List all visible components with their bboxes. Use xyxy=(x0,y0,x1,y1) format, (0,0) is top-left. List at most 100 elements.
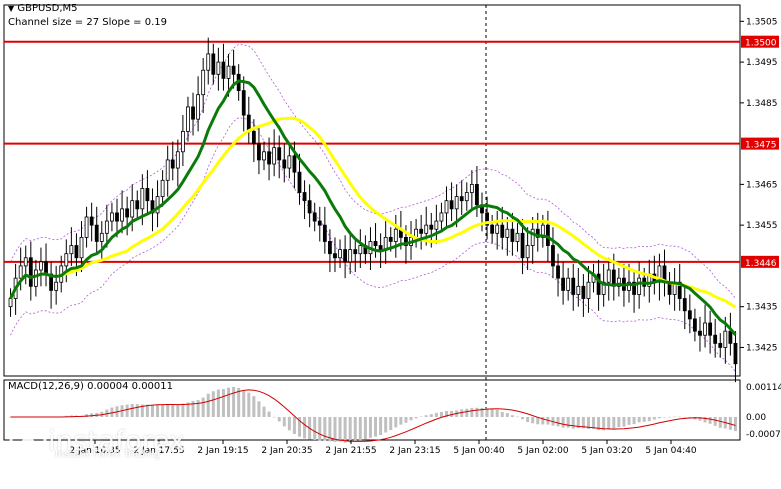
macd-bar xyxy=(85,414,89,417)
candle xyxy=(322,206,327,254)
time-tick-label: 2 Jan 17:55 xyxy=(133,446,184,456)
level-label: 1.3475 xyxy=(745,141,777,151)
time-tick-label: 2 Jan 23:15 xyxy=(389,446,440,456)
candle-body xyxy=(79,236,84,259)
macd-bar xyxy=(313,417,317,441)
macd-bar xyxy=(206,393,210,417)
candle-body xyxy=(571,277,576,295)
candle xyxy=(373,223,378,258)
macd-bar xyxy=(145,404,149,417)
macd-bar xyxy=(602,417,606,431)
macd-bar xyxy=(394,417,398,428)
candle xyxy=(257,127,261,175)
candle-body xyxy=(627,281,631,291)
price-axis: 1.3505 1.3495 1.3485 1.3465 1.3455 1.3435 1.34… xyxy=(740,17,778,353)
candle xyxy=(272,129,277,177)
macd-bar xyxy=(399,417,403,425)
macd-bar xyxy=(637,417,641,423)
candle-body xyxy=(373,241,378,246)
time-tick-label: 5 Jan 03:20 xyxy=(581,446,633,456)
candle-body xyxy=(530,228,535,246)
time-tick-label: 5 Jan 02:00 xyxy=(517,446,569,456)
candle xyxy=(277,135,282,179)
candle-body xyxy=(8,298,13,308)
candle-body xyxy=(606,269,611,283)
candle-body xyxy=(495,224,500,234)
candle xyxy=(104,204,109,248)
candle xyxy=(586,265,591,313)
macd-bar xyxy=(612,417,616,429)
macd-bar xyxy=(272,416,276,418)
candle xyxy=(49,261,53,309)
macd-bar xyxy=(287,417,291,431)
candle-body xyxy=(434,220,439,230)
macd-bar xyxy=(358,417,362,441)
macd-bar xyxy=(733,417,737,432)
macd-bar xyxy=(698,417,702,421)
candle-body xyxy=(419,228,424,234)
candle-body xyxy=(302,192,307,202)
level-label: 1.3500 xyxy=(745,39,777,49)
macd-bar xyxy=(191,400,195,417)
candle-body xyxy=(637,277,642,295)
candle xyxy=(485,196,489,240)
candle xyxy=(241,76,246,132)
candle xyxy=(733,331,738,383)
dropdown-triangle-icon[interactable]: ▼ xyxy=(8,4,15,13)
macd-bar xyxy=(713,417,717,426)
macd-bar xyxy=(156,404,160,417)
macd-bar xyxy=(242,390,246,417)
candle xyxy=(287,145,292,179)
candle-body xyxy=(292,155,297,173)
candle xyxy=(180,115,185,167)
moving-averages xyxy=(9,79,737,336)
macd-bar xyxy=(257,401,261,417)
candle xyxy=(682,286,687,330)
macd-bar xyxy=(597,417,601,431)
macd-bar xyxy=(353,417,357,442)
candle-body xyxy=(429,224,434,230)
time-tick-label: 2 Jan 20:35 xyxy=(261,446,312,456)
macd-bar xyxy=(384,417,388,433)
candle-body xyxy=(551,245,555,267)
macd-bar xyxy=(262,406,266,417)
macd-bar xyxy=(657,417,661,419)
candle-body xyxy=(64,253,69,267)
candle xyxy=(39,247,43,287)
candle-body xyxy=(358,245,363,255)
macd-bar xyxy=(683,417,687,418)
macd-axis-label: 0.00114 xyxy=(746,383,781,393)
macd-bar xyxy=(237,387,241,417)
macd-bar xyxy=(186,402,190,417)
candle-body xyxy=(449,200,454,210)
candle xyxy=(99,221,104,260)
candle-body xyxy=(155,196,160,214)
candle-body xyxy=(180,130,185,153)
candle-body xyxy=(596,273,601,295)
macd-bar xyxy=(374,417,378,437)
candle-body xyxy=(393,228,398,242)
candle-body xyxy=(74,245,79,259)
price-tick-label: 1.3505 xyxy=(746,17,778,27)
macd-bar xyxy=(678,416,682,418)
candle-body xyxy=(561,277,566,291)
candle xyxy=(713,318,718,358)
candle-body xyxy=(510,228,515,242)
candle-body xyxy=(388,236,393,242)
candle xyxy=(606,257,611,301)
indicator-label: Channel size = 27 Slope = 0.19 xyxy=(8,17,168,28)
candle-body xyxy=(632,281,636,295)
candle xyxy=(89,202,94,242)
watermark: instaforex Instant Forex Trading xyxy=(8,418,185,464)
candle xyxy=(155,180,160,228)
candle-body xyxy=(130,200,135,218)
candle-body xyxy=(231,65,236,75)
candle-body xyxy=(145,188,150,202)
candle-body xyxy=(338,249,342,259)
macd-bar xyxy=(201,397,205,417)
candle xyxy=(566,267,571,301)
candle xyxy=(469,170,474,209)
candle-body xyxy=(49,273,53,291)
macd-bar xyxy=(318,417,322,441)
instaforex-logo-icon xyxy=(9,422,47,460)
